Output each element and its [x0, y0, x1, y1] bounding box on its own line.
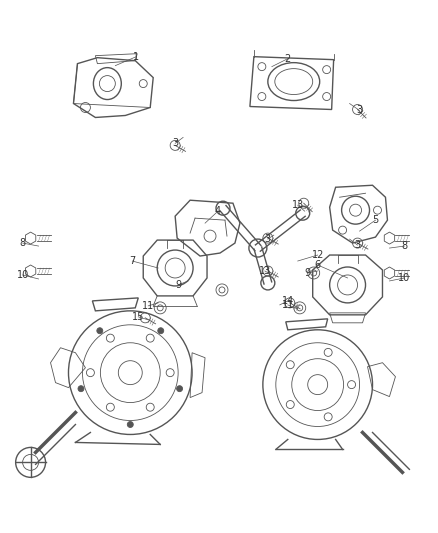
Text: 10: 10	[398, 273, 410, 283]
Text: 3: 3	[265, 234, 271, 244]
Circle shape	[127, 422, 133, 427]
Circle shape	[78, 386, 84, 392]
Circle shape	[177, 386, 183, 392]
Text: 2: 2	[285, 54, 291, 63]
Text: 5: 5	[372, 215, 378, 225]
Text: 3: 3	[172, 139, 178, 148]
Text: 15: 15	[132, 312, 145, 322]
Text: 11: 11	[142, 301, 154, 311]
Text: 10: 10	[17, 270, 29, 280]
Text: 6: 6	[314, 260, 321, 270]
Text: 4: 4	[215, 206, 221, 216]
Text: 3: 3	[354, 240, 360, 250]
Circle shape	[158, 328, 164, 334]
Text: 13: 13	[292, 200, 304, 210]
Text: 11: 11	[282, 300, 294, 310]
Circle shape	[97, 328, 103, 334]
Text: 12: 12	[311, 250, 324, 260]
Text: 7: 7	[129, 256, 135, 266]
Text: 9: 9	[305, 268, 311, 278]
Text: 1: 1	[133, 52, 139, 62]
Text: 14: 14	[282, 296, 294, 306]
Text: 9: 9	[175, 280, 181, 290]
Text: 13: 13	[259, 266, 271, 276]
Text: 3: 3	[357, 106, 363, 116]
Text: 8: 8	[401, 241, 407, 251]
Text: 8: 8	[20, 238, 26, 248]
